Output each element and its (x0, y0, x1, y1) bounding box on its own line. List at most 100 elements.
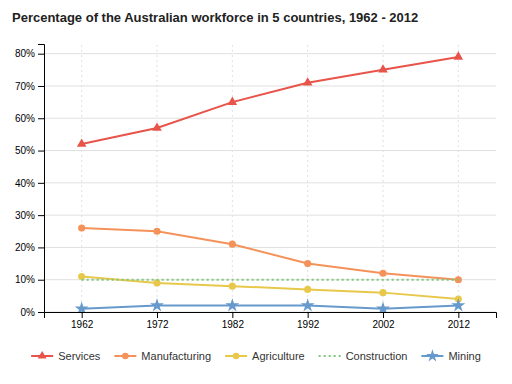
y-tick-mark (38, 215, 44, 216)
y-tick-mark (38, 312, 44, 313)
legend: Services Manufacturing Agriculture Construc… (31, 349, 481, 362)
y-grid-line (44, 150, 496, 151)
series-line (82, 57, 459, 144)
legend-label: Agriculture (252, 350, 305, 362)
y-tick: 40% (15, 178, 44, 189)
series-marker (152, 122, 162, 130)
series-marker (304, 286, 311, 293)
series-line (82, 276, 459, 299)
series-marker (225, 298, 239, 311)
legend-marker (122, 353, 129, 360)
y-axis: 0% 10% 20% 30% 40% 50% 60% 70% 80% (15, 45, 45, 318)
series-marker (229, 241, 236, 248)
y-tick-mark (38, 86, 44, 87)
x-tick: 1992 (297, 312, 320, 330)
title: Percentage of the Australian workforce i… (12, 10, 418, 25)
series-marker (153, 228, 160, 235)
y-tick-label: 10% (15, 274, 35, 285)
chart: Percentage of the Australian workforce i… (0, 0, 512, 384)
legend-marker (426, 349, 439, 361)
x-tick-label: 1982 (222, 319, 245, 330)
y-tick-mark (38, 183, 44, 184)
x-tick: 1962 (71, 312, 94, 330)
x-tick-mark (157, 312, 158, 318)
x-tick: 1972 (146, 312, 169, 330)
legend-item: Mining (421, 349, 480, 362)
y-grid-line (44, 85, 496, 86)
y-tick-mark (38, 280, 44, 281)
series-marker (379, 289, 386, 296)
y-tick: 30% (15, 210, 44, 221)
x-tick-label: 2012 (448, 319, 471, 330)
x-tick-label: 1962 (71, 319, 94, 330)
y-tick: 70% (15, 81, 44, 92)
y-tick-label: 80% (15, 48, 35, 59)
y-tick-label: 0% (21, 307, 36, 318)
series-marker (451, 298, 465, 311)
series-line (82, 228, 459, 280)
series-marker (77, 139, 87, 147)
x-axis-line (45, 313, 497, 319)
series-marker (150, 298, 164, 311)
legend-item: Agriculture (225, 350, 305, 362)
y-grid-line (44, 247, 496, 248)
legend-label: Services (58, 350, 101, 362)
x-axis: 1962 1972 1982 1992 2002 2012 (45, 312, 497, 330)
legend-marker (233, 353, 240, 360)
x-tick-mark (232, 312, 233, 318)
legend-item: Manufacturing (114, 350, 211, 362)
series-marker (376, 301, 390, 312)
y-tick: 50% (15, 145, 44, 156)
y-tick-label: 70% (15, 81, 35, 92)
y-grid-line (44, 279, 496, 280)
y-tick: 0% (21, 307, 44, 318)
y-tick: 80% (15, 48, 44, 59)
series-marker (228, 97, 238, 105)
y-tick-label: 20% (15, 242, 35, 253)
grid (44, 44, 496, 312)
y-tick-label: 30% (15, 210, 35, 221)
y-axis-line (38, 45, 45, 313)
series-marker (303, 77, 313, 85)
x-tick-mark (383, 312, 384, 318)
x-tick-label: 2002 (372, 319, 395, 330)
series-marker (301, 298, 315, 311)
series-marker (455, 276, 462, 283)
y-tick-mark (38, 54, 44, 55)
y-tick-label: 40% (15, 178, 35, 189)
series-marker (78, 273, 85, 280)
y-tick-mark (38, 247, 44, 248)
series-marker (379, 270, 386, 277)
series-line (82, 306, 459, 309)
y-tick: 60% (15, 113, 44, 124)
y-grid-line (44, 182, 496, 183)
x-tick-label: 1972 (146, 319, 169, 330)
series-marker (78, 224, 85, 231)
y-tick-label: 60% (15, 113, 35, 124)
x-tick-mark (82, 312, 83, 318)
x-tick: 1982 (222, 312, 245, 330)
y-tick: 20% (15, 242, 44, 253)
x-grid-line (81, 44, 82, 312)
series-marker (378, 64, 388, 72)
legend-label: Mining (448, 350, 480, 362)
x-grid-line (157, 44, 158, 312)
y-tick-mark (38, 118, 44, 119)
series-line (82, 279, 459, 281)
y-tick: 10% (15, 274, 44, 285)
y-grid-line (44, 118, 496, 119)
legend-marker (38, 351, 47, 359)
x-tick-mark (308, 312, 309, 318)
y-tick-mark (38, 151, 44, 152)
series-marker (454, 51, 464, 59)
legend-label: Construction (346, 350, 408, 362)
y-grid-line (44, 215, 496, 216)
x-tick-mark (458, 312, 459, 318)
legend-item: Construction (319, 350, 408, 362)
legend-swatch (319, 355, 341, 357)
y-grid-line (44, 53, 496, 54)
x-tick-label: 1992 (297, 319, 320, 330)
series-marker (304, 260, 311, 267)
series-marker (229, 283, 236, 290)
legend-item: Services (31, 350, 101, 362)
